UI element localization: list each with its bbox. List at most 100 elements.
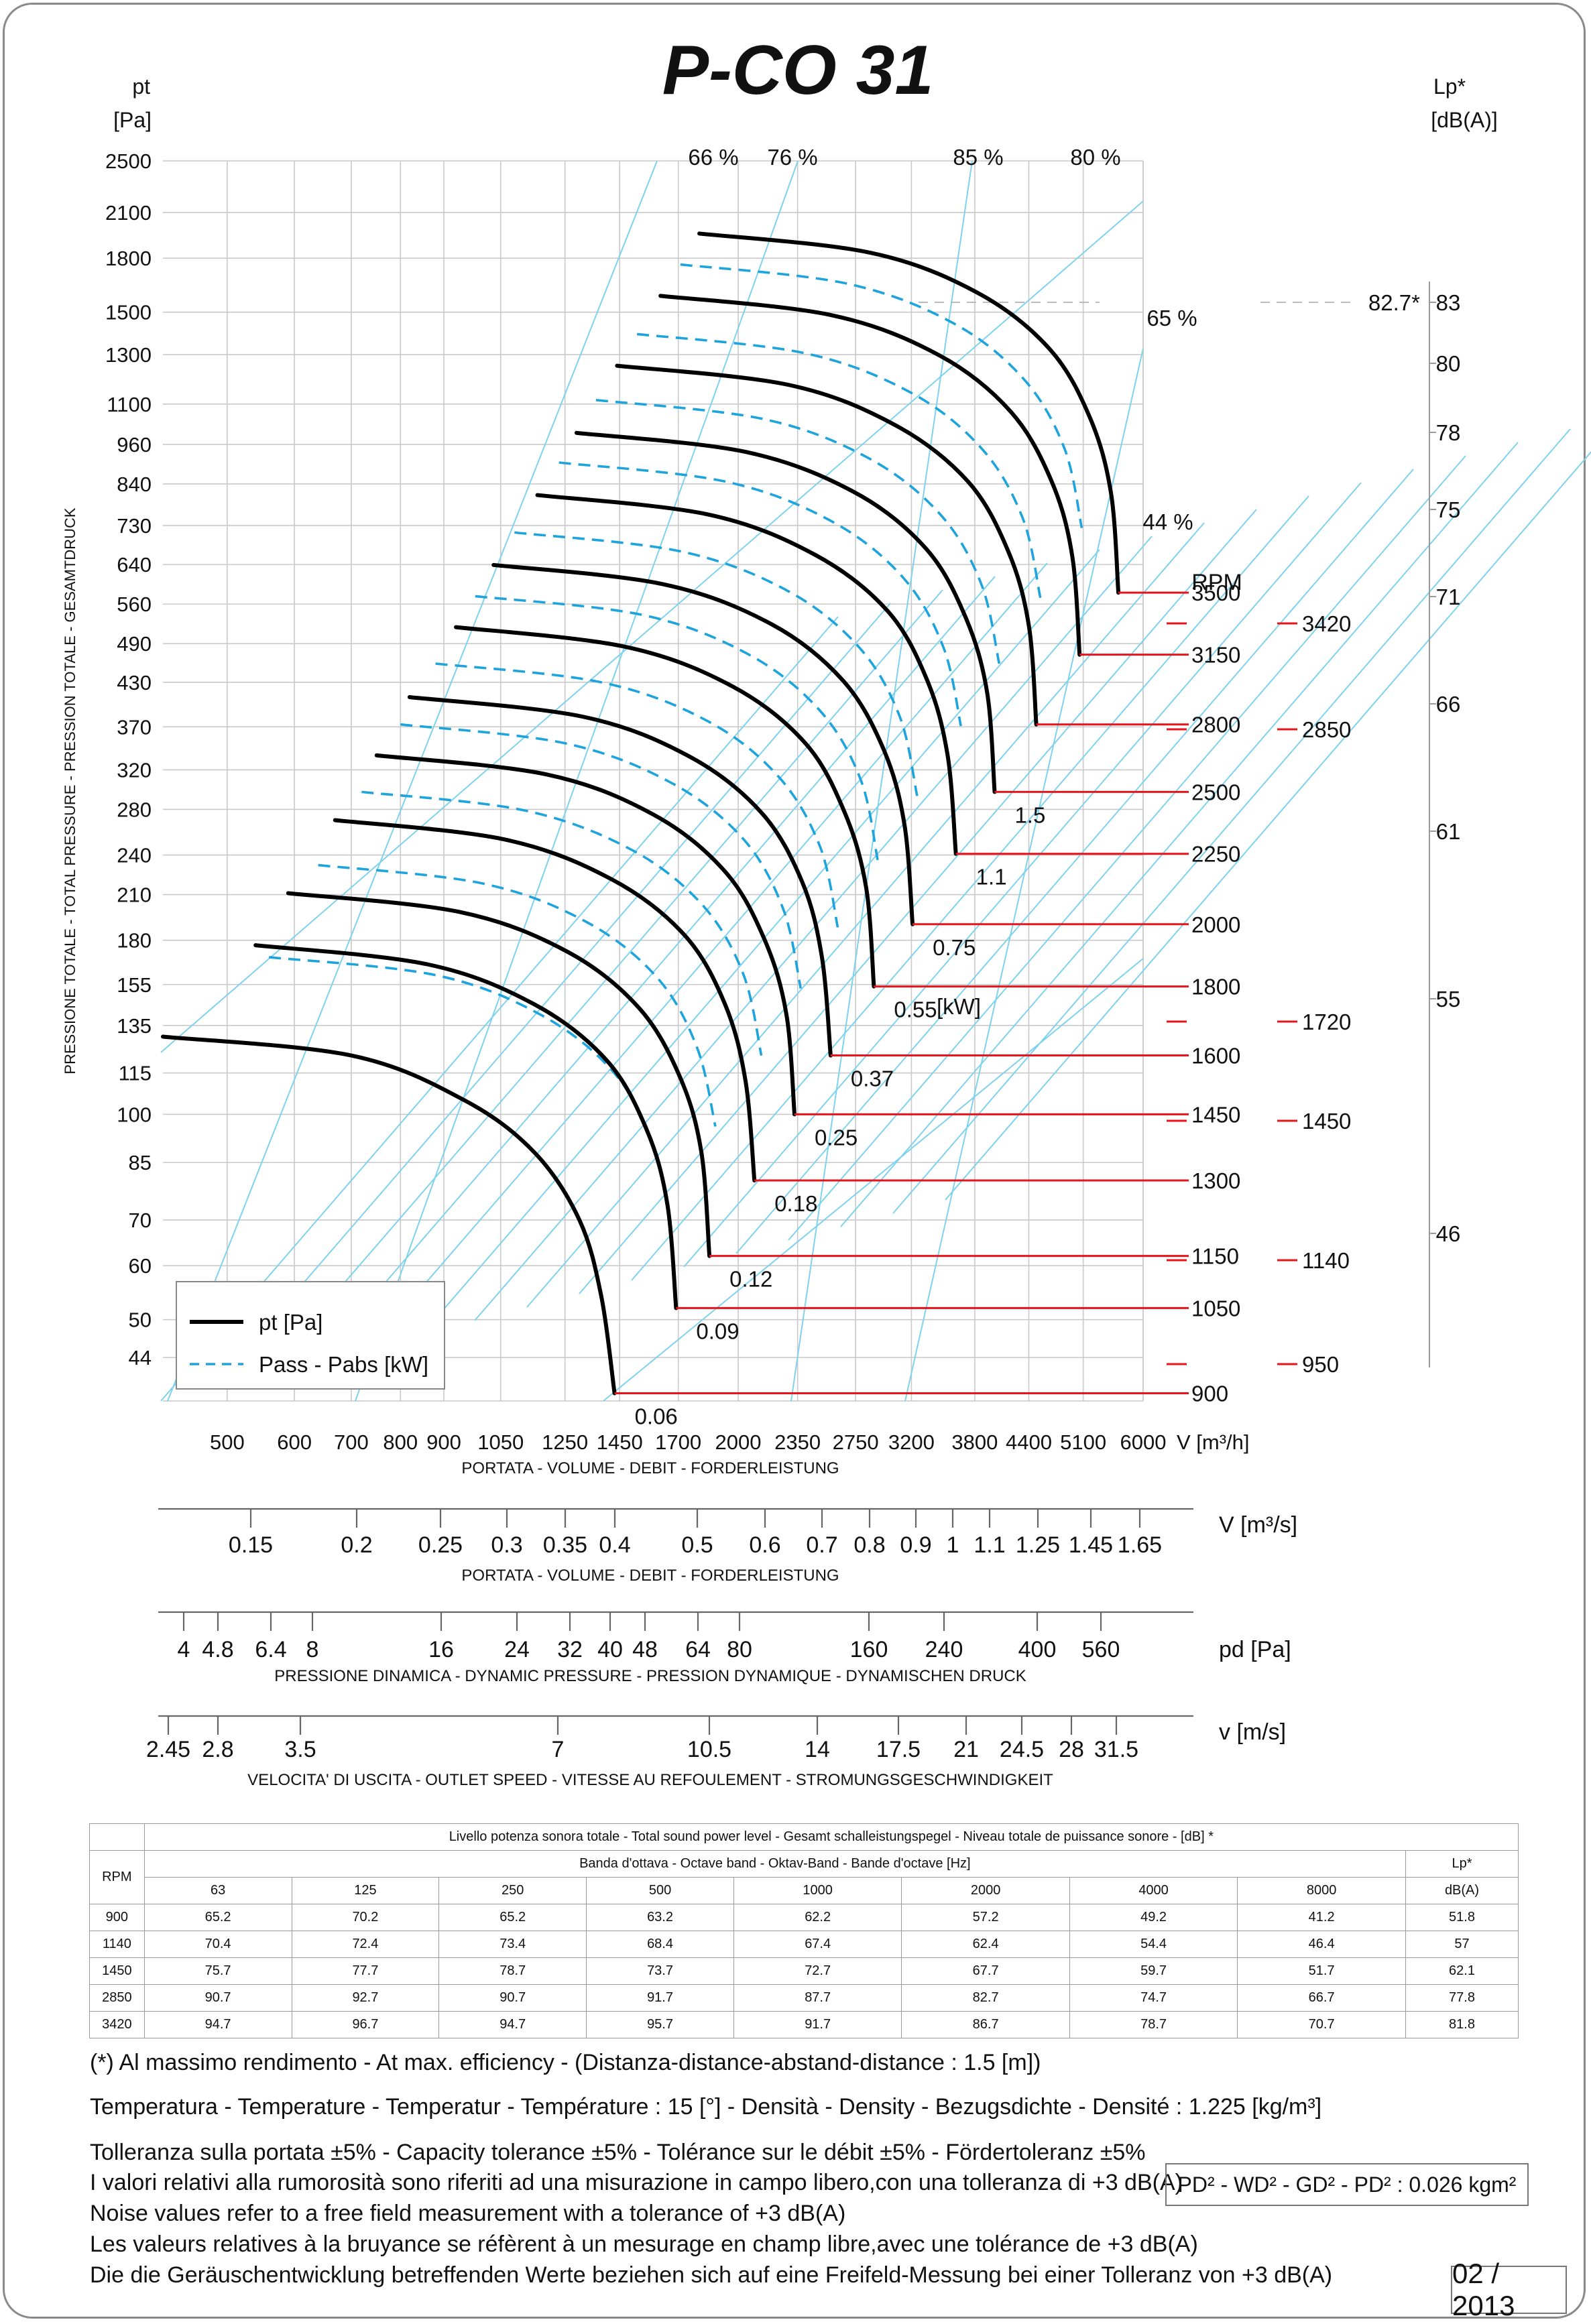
pd-tick-label: 4.8 <box>202 1637 233 1662</box>
x-tick-label: 1050 <box>477 1430 524 1454</box>
y-tick-label: 155 <box>117 973 152 997</box>
table-row: 900 65.2 70.2 65.2 63.2 62.2 57.2 49.2 41.2 51.8 <box>89 1904 1519 1931</box>
pressure-curve <box>615 363 1039 727</box>
efficiency-label: 85 % <box>953 145 1003 170</box>
x-axis-title: PORTATA - VOLUME - DEBIT - FORDERLEISTUN… <box>461 1459 839 1477</box>
pressure-curve <box>286 891 712 1258</box>
speed-tick-label: 31.5 <box>1094 1737 1138 1762</box>
band-value: 67.4 <box>733 1931 902 1958</box>
pd-tick-label: 48 <box>632 1637 658 1662</box>
lp-tick-label: 71 <box>1436 585 1461 609</box>
m3s-tick-label: 0.9 <box>900 1532 931 1558</box>
efficiency-line <box>892 428 1571 1214</box>
row-rpm: 1450 <box>89 1957 145 1985</box>
y-tick-label: 730 <box>117 514 152 538</box>
lp-tick-label: 61 <box>1436 819 1461 844</box>
efficiency-line <box>735 469 1414 1254</box>
m3s-tick-label: 0.25 <box>418 1532 463 1558</box>
band-value: 41.2 <box>1237 1904 1406 1931</box>
band-value: 62.2 <box>733 1904 902 1931</box>
pressure-curve <box>161 1034 617 1396</box>
y-tick-label: 180 <box>117 929 152 953</box>
table-blank-cell <box>89 1823 145 1851</box>
legend-power-label: Pass - Pabs [kW] <box>259 1352 428 1377</box>
row-lp: 51.8 <box>1405 1904 1519 1931</box>
power-curve <box>400 723 803 989</box>
x-tick-label: 3800 <box>951 1430 998 1454</box>
pd-tick-label: 40 <box>597 1637 623 1662</box>
power-curve <box>595 399 1001 664</box>
m3s-scale-unit: V [m³/s] <box>1219 1512 1297 1538</box>
speed-scale-unit: v [m/s] <box>1219 1719 1286 1745</box>
y-tick-label: 115 <box>119 1062 152 1085</box>
band-value: 65.2 <box>438 1904 587 1931</box>
band-value: 86.7 <box>901 2011 1070 2038</box>
efficiency-line <box>167 160 658 1402</box>
sound-rpm-label: 1720 <box>1302 1010 1351 1034</box>
sound-rpm-label: 3420 <box>1302 611 1351 636</box>
efficiency-line <box>683 482 1362 1268</box>
row-lp: 57 <box>1405 1931 1519 1958</box>
row-rpm: 2850 <box>89 1984 145 2012</box>
m3s-tick-label: 0.15 <box>229 1532 273 1558</box>
y-axis-unit-bracket: [Pa] <box>113 108 152 132</box>
band-value: 70.4 <box>143 1931 292 1958</box>
x-tick-label: 2000 <box>715 1430 762 1454</box>
efficiency-line <box>213 603 891 1388</box>
efficiency-line <box>265 589 943 1375</box>
band-value: 65.2 <box>143 1904 292 1931</box>
power-curve <box>558 461 962 727</box>
chart-title: P-CO 31 <box>662 32 934 109</box>
band-header: 4000 <box>1069 1877 1238 1904</box>
row-rpm: 3420 <box>89 2011 145 2038</box>
lp-axis-unit-bracket: [dB(A)] <box>1431 108 1498 132</box>
power-label: 0.06 <box>635 1404 678 1429</box>
rpm-label: 1450 <box>1191 1102 1240 1127</box>
row-lp: 62.1 <box>1405 1957 1519 1985</box>
power-curve <box>268 956 671 1221</box>
efficiency-label: 76 % <box>767 145 817 170</box>
table-row: 1450 75.7 77.7 78.7 73.7 72.7 67.7 59.7 51.7 62.1 <box>89 1957 1519 1985</box>
sound-rpm-label: 1140 <box>1302 1248 1350 1273</box>
lp-tick-label: 46 <box>1436 1221 1461 1246</box>
band-value: 66.7 <box>1237 1984 1406 2012</box>
lp-tick-label: 80 <box>1436 351 1461 376</box>
m3s-tick-label: 0.6 <box>749 1532 780 1558</box>
note-tolerance-5: Die die Geräuschentwicklung betreffenden… <box>90 2262 1333 2288</box>
sound-rpm-label: 1450 <box>1302 1109 1351 1134</box>
pressure-curves <box>161 231 1121 1396</box>
y-tick-label: 1500 <box>105 301 152 324</box>
band-value: 92.7 <box>291 1984 440 2012</box>
efficiency-line <box>526 522 1205 1308</box>
pd-tick-label: 6.4 <box>255 1637 286 1662</box>
y-tick-label: 210 <box>117 883 152 907</box>
band-header: 125 <box>291 1877 440 1904</box>
pd-scale-unit: pd [Pa] <box>1219 1637 1291 1662</box>
band-value: 73.7 <box>586 1957 734 1985</box>
date-box: 02 / 2013 <box>1451 2258 1567 2321</box>
x-tick-label: 1450 <box>597 1430 643 1454</box>
rpm-label: 1800 <box>1191 975 1240 999</box>
pd-tick-label: 32 <box>557 1637 583 1662</box>
band-value: 72.7 <box>733 1957 902 1985</box>
power-label: 0.37 <box>851 1066 894 1091</box>
band-value: 91.7 <box>586 1984 734 2012</box>
y-tick-label: 840 <box>117 473 152 496</box>
speed-tick-label: 14 <box>805 1737 830 1762</box>
pressure-curve <box>253 943 679 1310</box>
efficiency-label: 80 % <box>1070 145 1120 170</box>
y-tick-label: 960 <box>117 433 152 456</box>
note-tolerance-2: I valori relativi alla rumorosità sono r… <box>90 2170 1183 2195</box>
power-curve <box>475 595 879 861</box>
rpm-label: 1300 <box>1191 1168 1240 1193</box>
y-tick-label: 44 <box>129 1346 152 1369</box>
row-rpm: 1140 <box>89 1931 145 1958</box>
y-axis-title: PRESSIONE TOTALE - TOTAL PRESSURE - PRES… <box>62 507 78 1074</box>
y-axis-unit: pt <box>132 74 150 99</box>
efficiency-lines <box>160 160 1591 1402</box>
x-tick-label: 2350 <box>774 1430 821 1454</box>
band-value: 78.7 <box>438 1957 587 1985</box>
band-value: 91.7 <box>733 2011 902 2038</box>
lp-tick-label: 55 <box>1436 987 1461 1012</box>
x-tick-label: 2750 <box>833 1430 879 1454</box>
